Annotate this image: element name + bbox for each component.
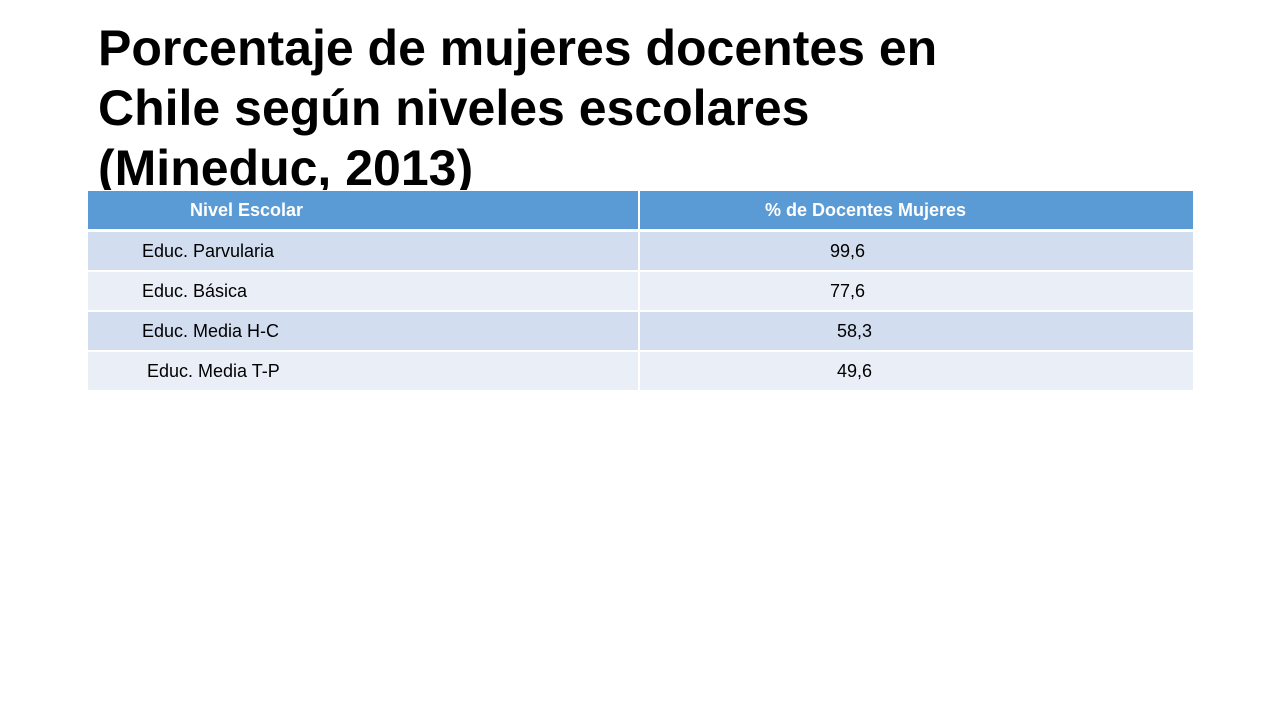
- porcentaje-cell: 49,6: [639, 351, 1193, 392]
- header-porcentaje-docentes: % de Docentes Mujeres: [639, 191, 1193, 232]
- slide-title-line-3: (Mineduc, 2013): [98, 140, 474, 190]
- slide-title: Porcentaje de mujeres docentes en Chile …: [98, 18, 1198, 190]
- docentes-table: Nivel Escolar % de Docentes Mujeres Educ…: [88, 191, 1193, 392]
- table-row: Educ. Media T-P 49,6: [88, 351, 1193, 392]
- porcentaje-cell: 99,6: [639, 230, 1193, 272]
- table-row: Educ. Media H-C 58,3: [88, 311, 1193, 352]
- slide-title-line-2: Chile según niveles escolares: [98, 80, 810, 136]
- table-header-row: Nivel Escolar % de Docentes Mujeres: [88, 191, 1193, 232]
- slide-title-line-1: Porcentaje de mujeres docentes en: [98, 20, 938, 76]
- header-nivel-escolar: Nivel Escolar: [88, 191, 640, 232]
- nivel-cell: Educ. Media T-P: [88, 351, 640, 392]
- nivel-cell: Educ. Básica: [88, 271, 640, 312]
- nivel-cell: Educ. Parvularia: [88, 230, 640, 272]
- porcentaje-cell: 77,6: [639, 271, 1193, 312]
- table-row: Educ. Parvularia 99,6: [88, 230, 1193, 272]
- nivel-cell: Educ. Media H-C: [88, 311, 640, 352]
- porcentaje-cell: 58,3: [639, 311, 1193, 352]
- table-row: Educ. Básica 77,6: [88, 271, 1193, 312]
